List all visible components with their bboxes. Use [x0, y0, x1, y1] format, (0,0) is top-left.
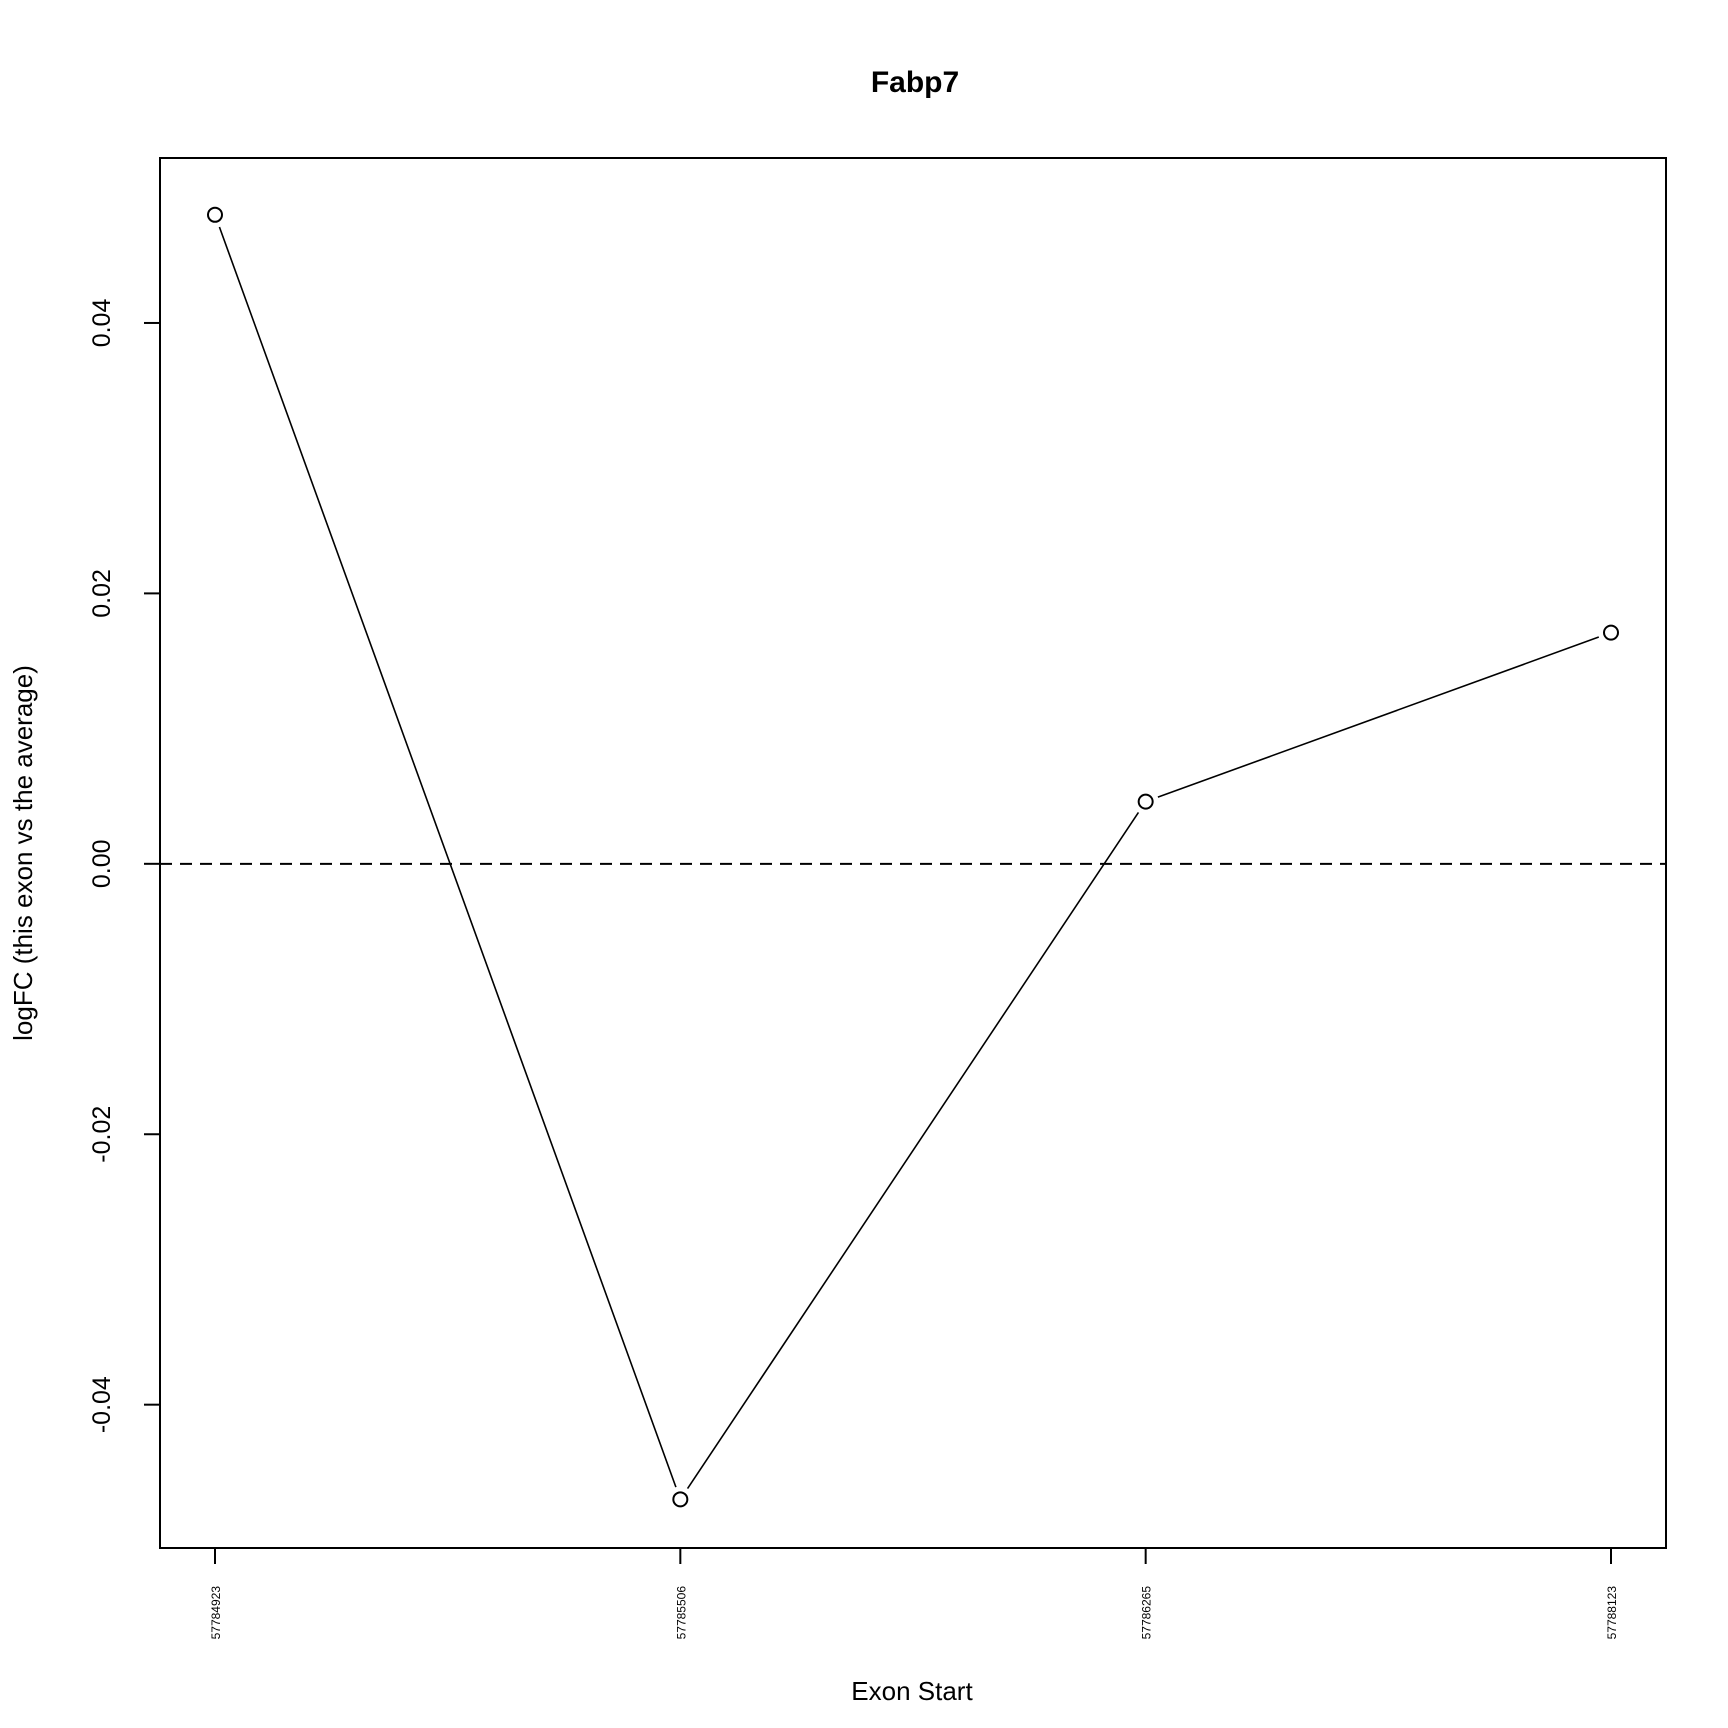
plot-frame	[159, 157, 1667, 1549]
x-tick-label: 57784923	[209, 1586, 223, 1640]
series-line-segment	[1157, 636, 1600, 798]
y-tick-label: 0.02	[88, 569, 116, 618]
series-line-segment	[686, 811, 1140, 1489]
y-tick-label: -0.04	[88, 1376, 116, 1433]
y-axis: -0.04 -0.02 0.00 0.02 0.04	[88, 299, 160, 1433]
y-tick-label: 0.00	[88, 839, 116, 888]
series-layer	[207, 206, 1619, 1508]
x-tick-label: 57785506	[674, 1586, 688, 1640]
chart-title: Fabp7	[871, 66, 959, 99]
x-tick-label: 57788123	[1605, 1586, 1619, 1640]
data-point	[207, 206, 223, 223]
series-line-segment	[218, 226, 677, 1488]
data-point	[1137, 793, 1154, 810]
data-point	[672, 1491, 689, 1508]
data-point	[1603, 624, 1619, 641]
y-tick-label: -0.02	[88, 1106, 116, 1163]
x-axis: 57784923 57785506 57786265 57788123	[209, 1548, 1619, 1639]
y-axis-label: logFC (this exon vs the average)	[8, 665, 38, 1041]
y-tick-label: 0.04	[88, 299, 116, 348]
x-tick-label: 57786265	[1140, 1586, 1154, 1640]
x-axis-label: Exon Start	[851, 1676, 973, 1706]
